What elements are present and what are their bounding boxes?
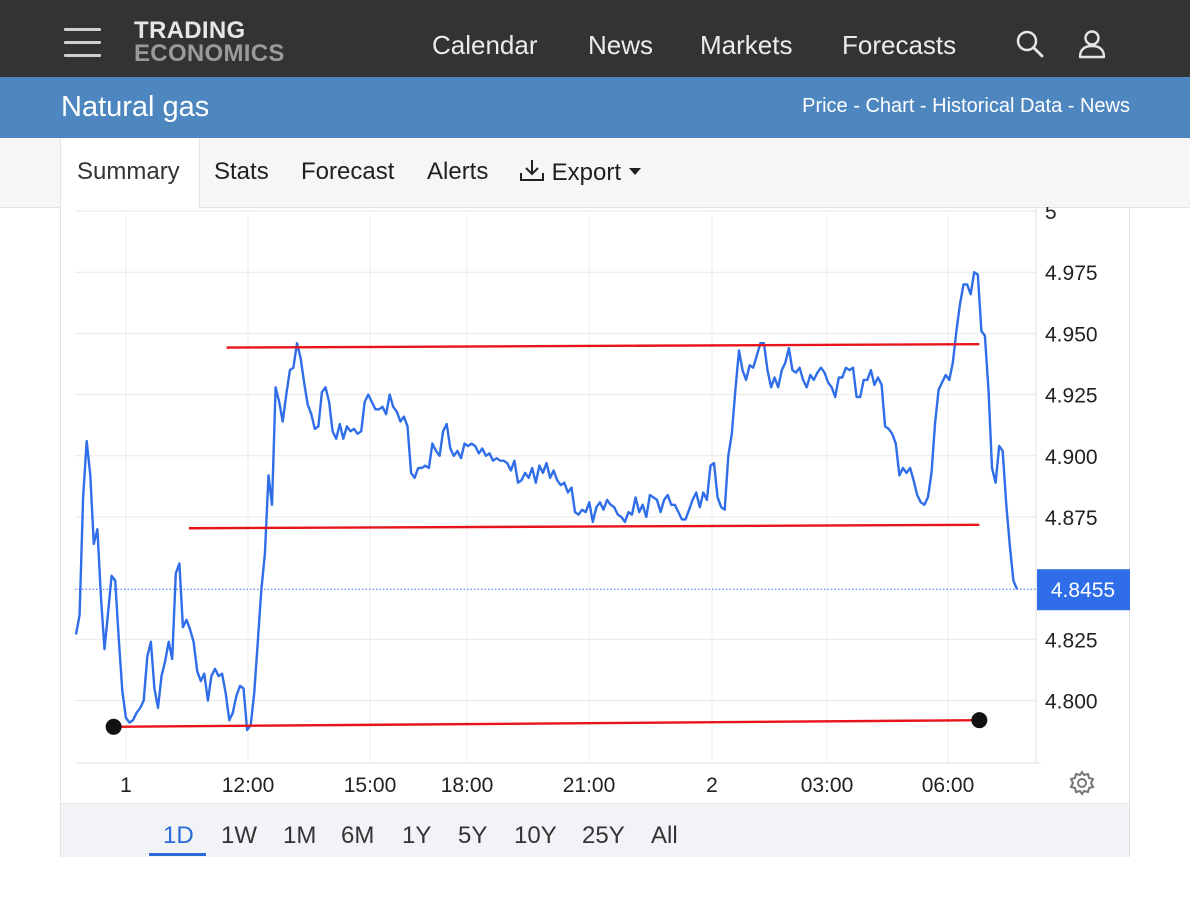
range-button-1w[interactable]: 1W bbox=[221, 822, 257, 849]
x-tick-label: 15:00 bbox=[344, 774, 397, 797]
user-account-icon[interactable] bbox=[1076, 28, 1108, 60]
range-button-1d[interactable]: 1D bbox=[163, 822, 194, 849]
link-separator: - bbox=[914, 95, 933, 117]
caret-down-icon bbox=[628, 168, 641, 175]
tab-forecast[interactable]: Forecast bbox=[301, 158, 395, 185]
trendline bbox=[188, 523, 980, 530]
range-button-1y[interactable]: 1Y bbox=[402, 822, 432, 849]
x-tick-label: 21:00 bbox=[563, 774, 616, 797]
link-separator: - bbox=[1062, 95, 1080, 117]
title-bar bbox=[0, 77, 1190, 138]
range-button-25y[interactable]: 25Y bbox=[582, 822, 625, 849]
nav-markets[interactable]: Markets bbox=[700, 30, 793, 60]
quick-links: Price - Chart - Historical Data - News bbox=[802, 95, 1130, 118]
nav-calendar[interactable]: Calendar bbox=[432, 30, 538, 60]
last-price-label: 4.8455 bbox=[1051, 579, 1115, 602]
link-separator: - bbox=[847, 95, 866, 117]
price-series-line bbox=[74, 271, 1019, 732]
last-price-badge bbox=[1037, 569, 1130, 611]
y-tick-label: 4.975 bbox=[1045, 262, 1098, 285]
logo-line1: TRADING bbox=[134, 17, 246, 44]
y-tick-label: 4.800 bbox=[1045, 691, 1098, 714]
price-chart[interactable]: 4.800 4.825 4.875 4.900 4.925 4.950 4.975 5 1 12:… bbox=[61, 207, 1131, 803]
trendline-endpoint-marker bbox=[971, 712, 988, 729]
chart-settings-gear-icon[interactable] bbox=[1069, 770, 1095, 796]
range-button-1m[interactable]: 1M bbox=[283, 822, 317, 849]
link-historical-data[interactable]: Historical Data bbox=[932, 95, 1063, 117]
export-label: Export bbox=[551, 159, 622, 186]
range-button-10y[interactable]: 10Y bbox=[514, 822, 557, 849]
y-tick-label: 4.950 bbox=[1045, 323, 1098, 346]
link-chart[interactable]: Chart bbox=[865, 95, 915, 117]
link-news[interactable]: News bbox=[1079, 95, 1130, 117]
search-icon[interactable] bbox=[1014, 28, 1046, 60]
x-tick-label: 18:00 bbox=[441, 774, 494, 797]
range-button-all[interactable]: All bbox=[651, 822, 678, 849]
trendline-endpoint-marker bbox=[105, 718, 122, 735]
hamburger-menu-icon[interactable] bbox=[64, 28, 101, 58]
tab-alerts[interactable]: Alerts bbox=[427, 158, 489, 185]
y-tick-label: 4.875 bbox=[1045, 507, 1098, 530]
chart-container: 4.800 4.825 4.875 4.900 4.925 4.950 4.975 5 1 12:… bbox=[60, 207, 1130, 857]
x-tick-label: 2 bbox=[706, 774, 718, 797]
link-price[interactable]: Price bbox=[802, 95, 848, 117]
top-navigation-bar bbox=[0, 0, 1190, 77]
trendline bbox=[226, 342, 980, 349]
tab-stats[interactable]: Stats bbox=[214, 158, 269, 185]
site-logo[interactable]: TRADING ECONOMICS bbox=[134, 17, 285, 67]
x-tick-label: 12:00 bbox=[222, 774, 275, 797]
download-icon bbox=[520, 160, 544, 181]
y-tick-label: 4.825 bbox=[1045, 629, 1098, 652]
trendline bbox=[113, 718, 980, 728]
x-tick-label: 03:00 bbox=[801, 774, 854, 797]
nav-forecasts[interactable]: Forecasts bbox=[842, 30, 957, 60]
range-button-6m[interactable]: 6M bbox=[341, 822, 375, 849]
logo-line2: ECONOMICS bbox=[134, 40, 285, 67]
y-tick-label: 4.925 bbox=[1045, 385, 1098, 408]
x-tick-label: 06:00 bbox=[922, 774, 975, 797]
range-button-5y[interactable]: 5Y bbox=[458, 822, 488, 849]
active-range-underline bbox=[149, 853, 206, 856]
nav-news[interactable]: News bbox=[588, 30, 654, 60]
y-tick-label: 5 bbox=[1045, 207, 1057, 224]
export-button[interactable]: Export bbox=[519, 158, 642, 187]
range-selector-bar bbox=[61, 803, 1129, 857]
y-tick-label: 4.900 bbox=[1045, 446, 1098, 469]
x-tick-label: 1 bbox=[120, 774, 132, 797]
page-title: Natural gas bbox=[61, 91, 210, 123]
tab-active-background bbox=[60, 138, 200, 208]
tab-summary[interactable]: Summary bbox=[77, 158, 180, 185]
